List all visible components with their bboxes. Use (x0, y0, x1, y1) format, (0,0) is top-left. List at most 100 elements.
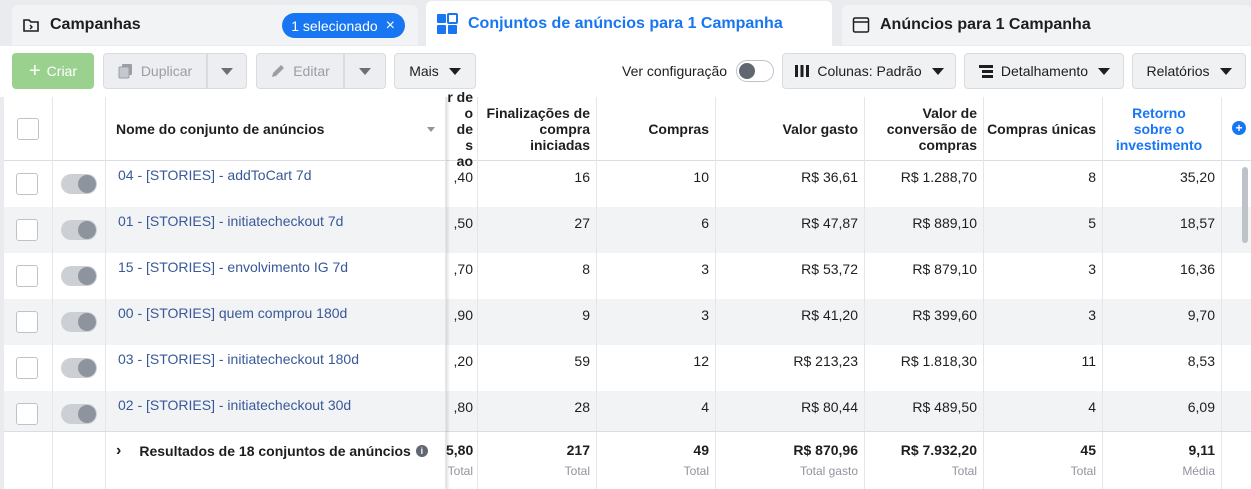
row-checkouts: 28 (478, 391, 597, 437)
toggle-knob (78, 267, 96, 285)
chevron-down-icon (931, 67, 944, 75)
view-config-toggle[interactable] (736, 60, 774, 82)
row-roas: 16,36 (1103, 253, 1222, 299)
tab-adsets[interactable]: Conjuntos de anúncios para 1 Campanha (426, 1, 832, 46)
row-conv-value: R$ 489,50 (865, 391, 984, 437)
toggle-knob (78, 405, 96, 423)
footer-spent: R$ 870,96 Total gasto (716, 432, 865, 489)
row-active-toggle[interactable] (61, 358, 97, 378)
header-roas[interactable]: Retorno sobre o investimento (1103, 97, 1222, 161)
row-checkbox[interactable] (16, 311, 38, 333)
add-column-icon[interactable]: + (1232, 121, 1246, 135)
row-cut: ,40 (446, 161, 478, 207)
adset-name-link[interactable]: 01 - [STORIES] - initiatecheckout 7d (118, 213, 344, 229)
tab-campaigns[interactable]: Campanhas 1 selecionado × (12, 5, 418, 45)
sort-icon[interactable] (427, 127, 435, 132)
reports-button-label: Relatórios (1146, 63, 1210, 79)
create-button[interactable]: + Criar (12, 53, 94, 89)
adset-name-link[interactable]: 04 - [STORIES] - addToCart 7d (118, 167, 312, 183)
more-button[interactable]: Mais (394, 53, 476, 89)
breakdown-button[interactable]: Detalhamento (964, 53, 1124, 89)
row-checkbox[interactable] (16, 403, 38, 425)
row-active-toggle[interactable] (61, 404, 97, 424)
plus-icon: + (28, 60, 41, 82)
footer-spent-sub: Total gasto (799, 464, 858, 478)
row-active-toggle[interactable] (61, 174, 97, 194)
footer-unique-value: 45 (1080, 442, 1096, 458)
row-checkbox[interactable] (16, 173, 38, 195)
header-cut-column[interactable]: r de o de s ao (446, 89, 478, 169)
row-checkouts: 9 (478, 299, 597, 345)
row-toggle-cell (53, 207, 106, 253)
footer-conv-value-sub: Total (951, 464, 977, 478)
duplicate-dropdown[interactable] (207, 53, 247, 89)
row-checkbox[interactable] (16, 219, 38, 241)
table-row[interactable]: 04 - [STORIES] - addToCart 7d ,40 16 10 R$ 3… (4, 161, 1251, 207)
row-checkbox[interactable] (16, 265, 38, 287)
adset-name-link[interactable]: 15 - [STORIES] - envolvimento IG 7d (118, 259, 349, 275)
tab-adsets-label: Conjuntos de anúncios para 1 Campanha (468, 14, 783, 32)
edit-button[interactable]: Editar (256, 53, 344, 89)
breakdown-button-label: Detalhamento (1000, 63, 1089, 79)
create-button-label: Criar (46, 63, 78, 79)
adset-name-link[interactable]: 00 - [STORIES] quem comprou 180d (118, 305, 348, 321)
header-checkouts-label: Finalizações de compra iniciadas (486, 105, 590, 153)
row-active-toggle[interactable] (61, 266, 97, 286)
edit-dropdown[interactable] (344, 53, 386, 89)
footer-conv-value: R$ 7.932,20 Total (865, 432, 984, 489)
close-icon[interactable]: × (385, 16, 395, 34)
footer-purchases-sub: Total (683, 464, 709, 478)
header-conv-value[interactable]: Valor de conversão de compras (865, 97, 984, 161)
row-purchases: 10 (597, 161, 716, 207)
row-checkouts: 59 (478, 345, 597, 391)
row-active-toggle[interactable] (61, 220, 97, 240)
header-purchases[interactable]: Compras (597, 97, 716, 161)
selection-badge[interactable]: 1 selecionado × (282, 13, 405, 38)
table-row[interactable]: 15 - [STORIES] - envolvimento IG 7d ,70 8 3… (4, 253, 1251, 299)
info-icon[interactable]: i (415, 445, 428, 457)
tab-ads[interactable]: Anúncios para 1 Campanha (842, 5, 1251, 45)
table-row[interactable]: 02 - [STORIES] - initiatecheckout 30d ,80… (4, 391, 1251, 437)
chevron-right-icon[interactable]: › (116, 442, 122, 459)
row-checkbox[interactable] (16, 357, 38, 379)
adset-name-link[interactable]: 03 - [STORIES] - initiatecheckout 180d (118, 351, 359, 367)
row-name-cell: 01 - [STORIES] - initiatecheckout 7d (106, 207, 446, 253)
header-unique-purchases[interactable]: Compras únicas (984, 97, 1103, 161)
row-spent: R$ 41,20 (716, 299, 865, 345)
row-toggle-cell (53, 253, 106, 299)
header-name[interactable]: Nome do conjunto de anúncios (106, 97, 446, 161)
duplicate-button[interactable]: Duplicar (103, 53, 207, 89)
columns-button[interactable]: Colunas: Padrão (782, 53, 956, 89)
table-row[interactable]: 01 - [STORIES] - initiatecheckout 7d ,50 2… (4, 207, 1251, 253)
header-conv-value-label: Valor de conversão de compras (886, 105, 977, 153)
header-checkouts[interactable]: Finalizações de compra iniciadas (478, 97, 597, 161)
row-checkouts: 16 (478, 161, 597, 207)
adset-name-link[interactable]: 02 - [STORIES] - initiatecheckout 30d (118, 397, 352, 413)
footer-roas-value: 9,11 (1188, 442, 1215, 458)
toggle-knob (78, 313, 96, 331)
row-roas: 35,20 (1103, 161, 1222, 207)
row-active-toggle[interactable] (61, 312, 97, 332)
view-config-label: Ver configuração (622, 63, 728, 79)
chevron-down-icon (1098, 67, 1111, 75)
row-toggle-cell (53, 391, 106, 437)
header-spent-label: Valor gasto (782, 121, 858, 137)
header-cut-line-2: o de (456, 105, 473, 137)
table-row[interactable]: 00 - [STORIES] quem comprou 180d ,90 9 3 R$ … (4, 299, 1251, 345)
columns-button-label: Colunas: Padrão (817, 63, 922, 79)
reports-button[interactable]: Relatórios (1132, 53, 1246, 89)
toggle-knob (78, 359, 96, 377)
footer-spent-value: R$ 870,96 (793, 442, 858, 458)
vertical-scrollbar[interactable] (1242, 167, 1248, 243)
row-toggle-cell (53, 161, 106, 207)
more-button-label: Mais (409, 63, 439, 79)
row-name-cell: 15 - [STORIES] - envolvimento IG 7d (106, 253, 446, 299)
results-summary[interactable]: › Resultados de 18 conjuntos de anúncios… (116, 442, 428, 460)
tab-campaigns-label: Campanhas (50, 16, 141, 33)
header-spent[interactable]: Valor gasto (716, 97, 865, 161)
toggle-knob (739, 63, 755, 79)
select-all-checkbox[interactable] (17, 118, 39, 140)
table-row[interactable]: 03 - [STORIES] - initiatecheckout 180d ,2… (4, 345, 1251, 391)
footer-roas-sub: Média (1182, 464, 1215, 478)
row-select-cell (4, 207, 53, 253)
